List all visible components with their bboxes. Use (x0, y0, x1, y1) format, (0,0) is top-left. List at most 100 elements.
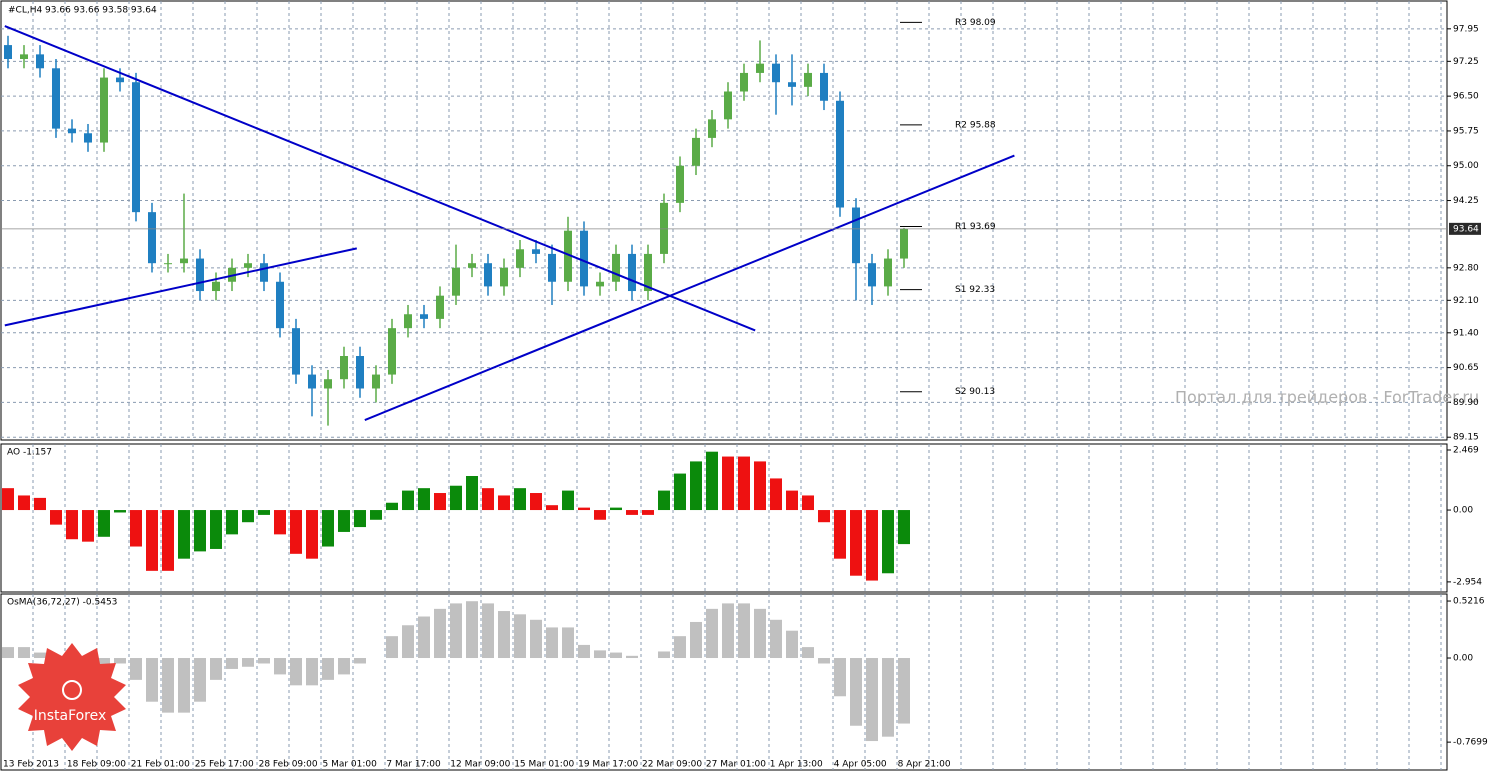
ao-bar (786, 490, 798, 511)
ao-bar (82, 510, 94, 542)
osma-bar (178, 658, 190, 713)
last-price-label: 93.64 (1453, 224, 1479, 234)
osma-bar (674, 636, 686, 659)
candle-body (36, 54, 44, 69)
y-tick-label: 2.469 (1453, 446, 1479, 456)
candle-body (196, 258, 204, 292)
y-tick-label: 90.65 (1453, 363, 1479, 373)
ao-bar (50, 510, 62, 525)
osma-bar (802, 647, 814, 659)
ao-bar (626, 510, 638, 515)
osma-bar (210, 658, 222, 680)
osma-bar (578, 644, 590, 659)
y-tick-label: 0.00 (1453, 654, 1473, 664)
osma-bar (258, 658, 270, 664)
marks (1, 21, 1447, 742)
osma-bar (466, 601, 478, 659)
osma-bar (626, 655, 638, 659)
main-panel (0, 0, 1448, 441)
ao-bar (866, 510, 878, 581)
x-tick-label: 12 Mar 09:00 (450, 760, 510, 770)
candle-body (164, 263, 172, 265)
candle-body (820, 72, 828, 101)
ao-bar (530, 493, 542, 511)
y-tick-label: 96.50 (1453, 92, 1479, 102)
candle-body (564, 230, 572, 282)
pivot-label: R3 98.09 (955, 18, 996, 28)
candle-body (148, 212, 156, 264)
osma-bar (850, 658, 862, 726)
ao-bar (818, 510, 830, 523)
osma-bar (482, 603, 494, 659)
candle-body (772, 63, 780, 83)
ao-bar (690, 461, 702, 511)
osma-bar (866, 658, 878, 742)
ao-bar (834, 510, 846, 559)
osma-bar (834, 658, 846, 697)
ao-bar (514, 488, 526, 511)
candle-body (452, 267, 460, 296)
osma-bar (354, 658, 366, 664)
osma-bar (386, 636, 398, 659)
candle-body (68, 128, 76, 134)
candle-body (852, 207, 860, 264)
candle-body (212, 281, 220, 292)
logo-text: InstaForex (34, 708, 107, 724)
trendline (4, 25, 756, 332)
ao-bar (610, 507, 622, 511)
candle-body (52, 68, 60, 129)
ao-bar (130, 510, 142, 547)
candle-body (804, 72, 812, 87)
candle-body (836, 100, 844, 208)
ao-bar (18, 495, 30, 511)
osma-bar (738, 603, 750, 659)
osma-bar (514, 614, 526, 659)
x-tick-label: 15 Mar 01:00 (514, 760, 574, 770)
candle-body (788, 82, 796, 87)
ao-bar (386, 502, 398, 511)
ao-bar (658, 490, 670, 511)
ao-bar (98, 510, 110, 537)
candle-body (708, 119, 716, 138)
osma-bar (226, 658, 238, 669)
ao-bar (146, 510, 158, 571)
y-tick-label: 97.25 (1453, 57, 1479, 67)
x-tick-label: 25 Feb 17:00 (195, 760, 254, 770)
ao-bar (2, 488, 14, 511)
candle-body (4, 45, 12, 60)
candle-body (644, 253, 652, 292)
candle-body (740, 72, 748, 92)
candle-body (292, 328, 300, 375)
trendline (4, 247, 358, 327)
y-tick-label: 89.90 (1453, 398, 1479, 408)
x-tick-label: 5 Mar 01:00 (323, 760, 378, 770)
osma-bar (786, 630, 798, 659)
ao-bar (114, 510, 126, 513)
y-tick-label: 97.95 (1453, 24, 1479, 34)
ao-bar (674, 473, 686, 511)
y-tick-label: 95.00 (1453, 161, 1479, 171)
osma-title: OsMA(36,72,27) -0.5453 (7, 598, 117, 608)
osma-bar (290, 658, 302, 686)
ao-bar (434, 493, 446, 511)
y-tick-label: 91.40 (1453, 328, 1479, 338)
ao-bar (594, 510, 606, 520)
ao-bar (370, 510, 382, 520)
y-tick-label: -0.7699 (1453, 738, 1488, 748)
pivot-label: S2 90.13 (955, 387, 995, 397)
y-tick-label: 0.00 (1453, 506, 1473, 516)
candle-body (372, 374, 380, 389)
osma-bar (402, 625, 414, 659)
candle-body (356, 356, 364, 389)
osma-bar (162, 658, 174, 713)
osma-bar (450, 603, 462, 659)
osma-bar (242, 658, 254, 667)
candle-body (532, 249, 540, 254)
osma-bar (98, 658, 110, 669)
osma-bar (562, 627, 574, 659)
x-tick-label: 7 Mar 17:00 (386, 760, 441, 770)
osma-bar (338, 658, 350, 675)
ao-bar (450, 485, 462, 511)
candle-body (116, 77, 124, 83)
